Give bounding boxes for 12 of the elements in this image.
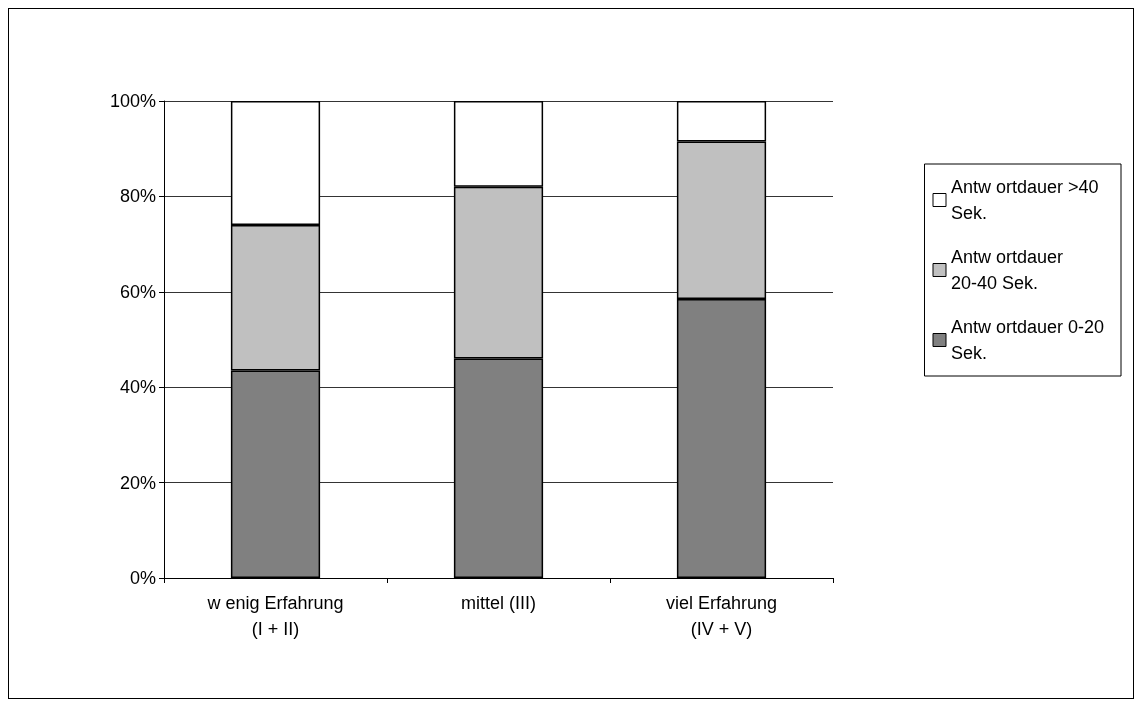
y-tick-label: 100% <box>109 91 156 111</box>
y-tick-label: 60% <box>119 281 156 302</box>
x-tick-label: mittel (III) <box>461 593 536 613</box>
y-tick-label: 80% <box>119 186 156 207</box>
legend-label: Antw ortdauer >40 Sek. <box>951 177 1104 223</box>
y-tick-label: 40% <box>119 377 156 398</box>
x-tick-label: viel Erfahrung (IV + V) <box>665 593 778 639</box>
legend-label: Antw ortdauer 20-40 Sek. <box>951 247 1069 293</box>
x-tick-label: w enig Erfahrung (I + II) <box>206 593 344 639</box>
y-tick-label: 20% <box>119 472 156 493</box>
y-tick-label: 0% <box>129 568 156 588</box>
legend-label: Antw ortdauer 0-20 Sek. <box>951 317 1110 363</box>
